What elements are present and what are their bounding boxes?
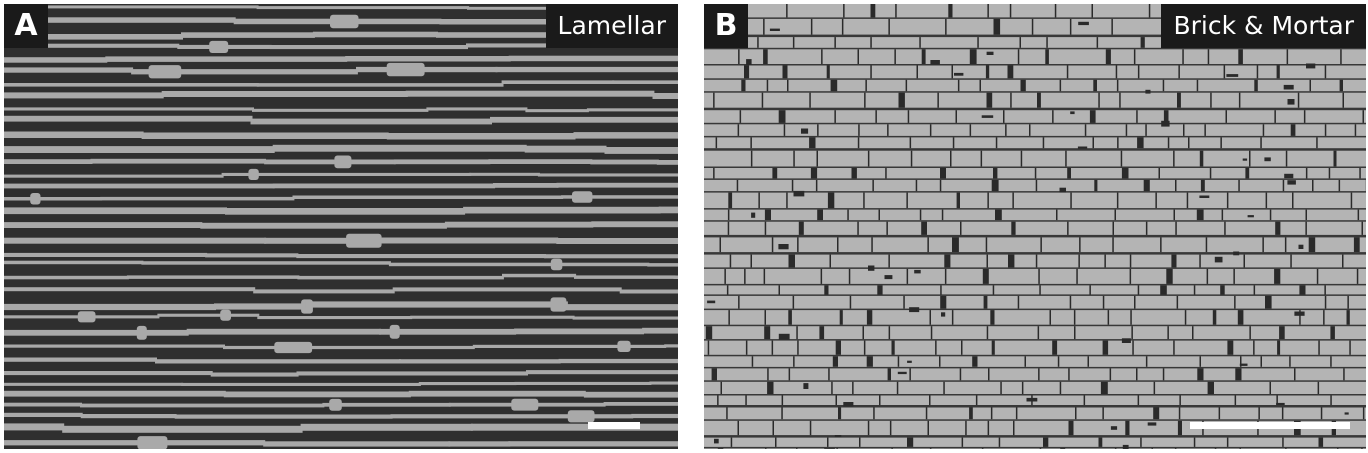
panel-a-lamellar: A Lamellar <box>4 4 678 449</box>
scale-bar-a <box>588 422 640 429</box>
panel-letter-b: B <box>704 4 748 48</box>
panel-b-brick-mortar: B Brick & Mortar <box>704 4 1366 449</box>
brick-mortar-micrograph-image <box>704 4 1366 449</box>
panel-letter-a: A <box>4 4 48 48</box>
scale-bar-b <box>1190 422 1350 429</box>
panel-label-lamellar: Lamellar <box>545 4 678 48</box>
lamellar-micrograph-image <box>4 5 678 449</box>
panel-label-brick-mortar: Brick & Mortar <box>1161 4 1366 48</box>
